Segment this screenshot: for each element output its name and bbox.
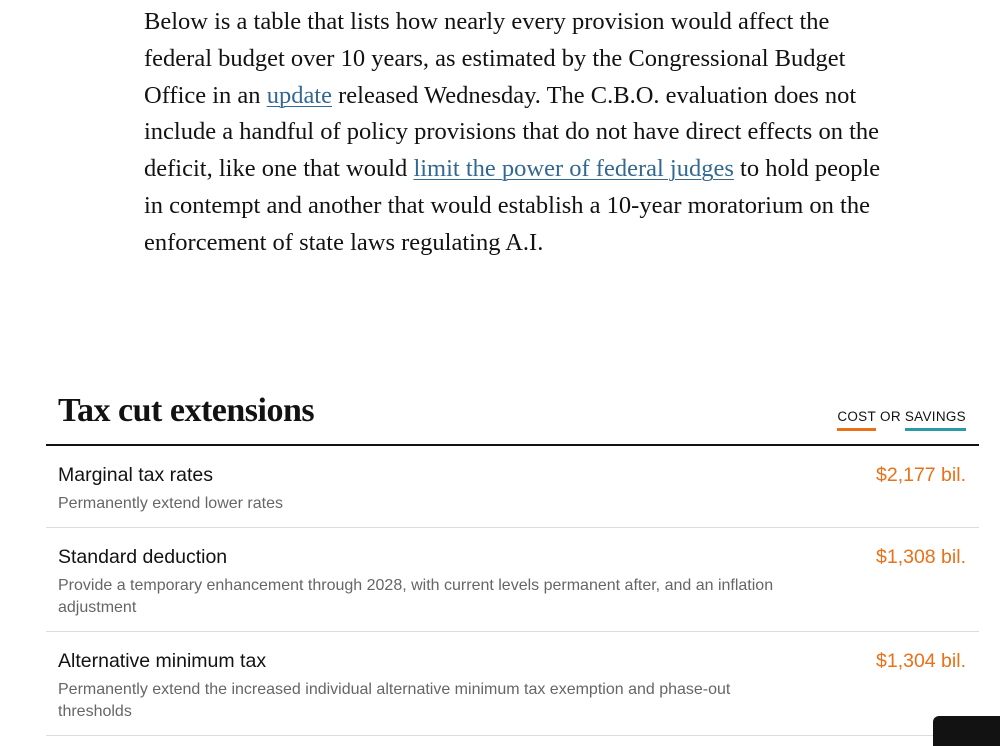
federal-judges-link[interactable]: limit the power of federal judges	[413, 155, 734, 183]
section-title: Tax cut extensions	[58, 392, 315, 429]
row-title: Alternative minimum tax	[58, 650, 267, 672]
article-paragraph: Below is a table that lists how nearly e…	[144, 4, 884, 262]
floating-widget-corner[interactable]	[933, 716, 1000, 746]
row-description: Permanently extend the increased individ…	[58, 681, 731, 720]
table-row: Alternative minimum tax Permanently exte…	[46, 632, 979, 736]
legend-cost: COST	[837, 409, 877, 431]
row-cost-value: $1,308 bil.	[876, 546, 966, 568]
article-text-2: released Wednesday. The C.B.O. evaluatio…	[144, 81, 880, 183]
update-link[interactable]: update	[266, 81, 332, 109]
row-cost-value: $2,177 bil.	[876, 464, 966, 486]
article-text-1: Below is a table that lists how nearly e…	[144, 8, 846, 109]
section-header: Tax cut extensions COST OR SAVINGS	[46, 390, 979, 446]
table-row: Standard deduction Provide a temporary e…	[46, 528, 979, 632]
row-description: Provide a temporary enhancement through …	[58, 577, 774, 616]
legend-savings: SAVINGS	[904, 409, 966, 431]
row-cost-value: $1,304 bil.	[876, 650, 966, 672]
cost-savings-legend: COST OR SAVINGS	[837, 409, 966, 431]
row-title: Marginal tax rates	[58, 464, 213, 486]
article-text-3: to hold people in contempt and another t…	[144, 155, 881, 256]
tax-cut-extensions-table: Tax cut extensions COST OR SAVINGS Margina…	[46, 390, 979, 736]
row-title: Standard deduction	[58, 546, 228, 568]
legend-or: OR	[880, 409, 901, 424]
row-description: Permanently extend lower rates	[58, 495, 283, 512]
table-row: Marginal tax rates Permanently extend lo…	[46, 446, 979, 528]
